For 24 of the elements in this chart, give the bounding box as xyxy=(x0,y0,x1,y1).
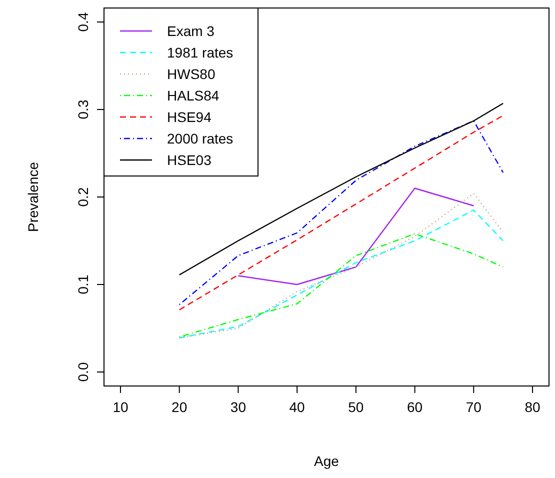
x-tick-label: 50 xyxy=(348,399,364,415)
x-tick-label: 60 xyxy=(407,399,423,415)
line-series xyxy=(178,233,504,338)
legend-label: HSE94 xyxy=(167,109,212,125)
y-axis-title: Prevalence xyxy=(25,162,41,232)
x-tick-label: 80 xyxy=(524,399,541,415)
y-tick-label: 0.3 xyxy=(75,100,91,120)
legend-label: HSE03 xyxy=(167,152,212,168)
y-tick-label: 0.0 xyxy=(75,362,91,382)
x-axis-title: Age xyxy=(314,453,340,469)
x-tick-label: 70 xyxy=(466,399,482,415)
x-tick-label: 10 xyxy=(112,399,128,415)
y-tick-label: 0.2 xyxy=(75,187,91,207)
legend-label: Exam 3 xyxy=(167,23,215,39)
x-tick-label: 40 xyxy=(289,399,306,415)
y-tick-label: 0.1 xyxy=(75,274,91,294)
legend-label: 2000 rates xyxy=(167,130,234,146)
x-tick-label: 20 xyxy=(172,399,188,415)
legend-label: 1981 rates xyxy=(167,44,234,60)
legend-label: HALS84 xyxy=(167,88,220,104)
legend-label: HWS80 xyxy=(167,66,216,82)
y-tick-label: 0.4 xyxy=(75,12,91,32)
line-series xyxy=(238,188,474,286)
x-tick-label: 30 xyxy=(230,399,246,415)
